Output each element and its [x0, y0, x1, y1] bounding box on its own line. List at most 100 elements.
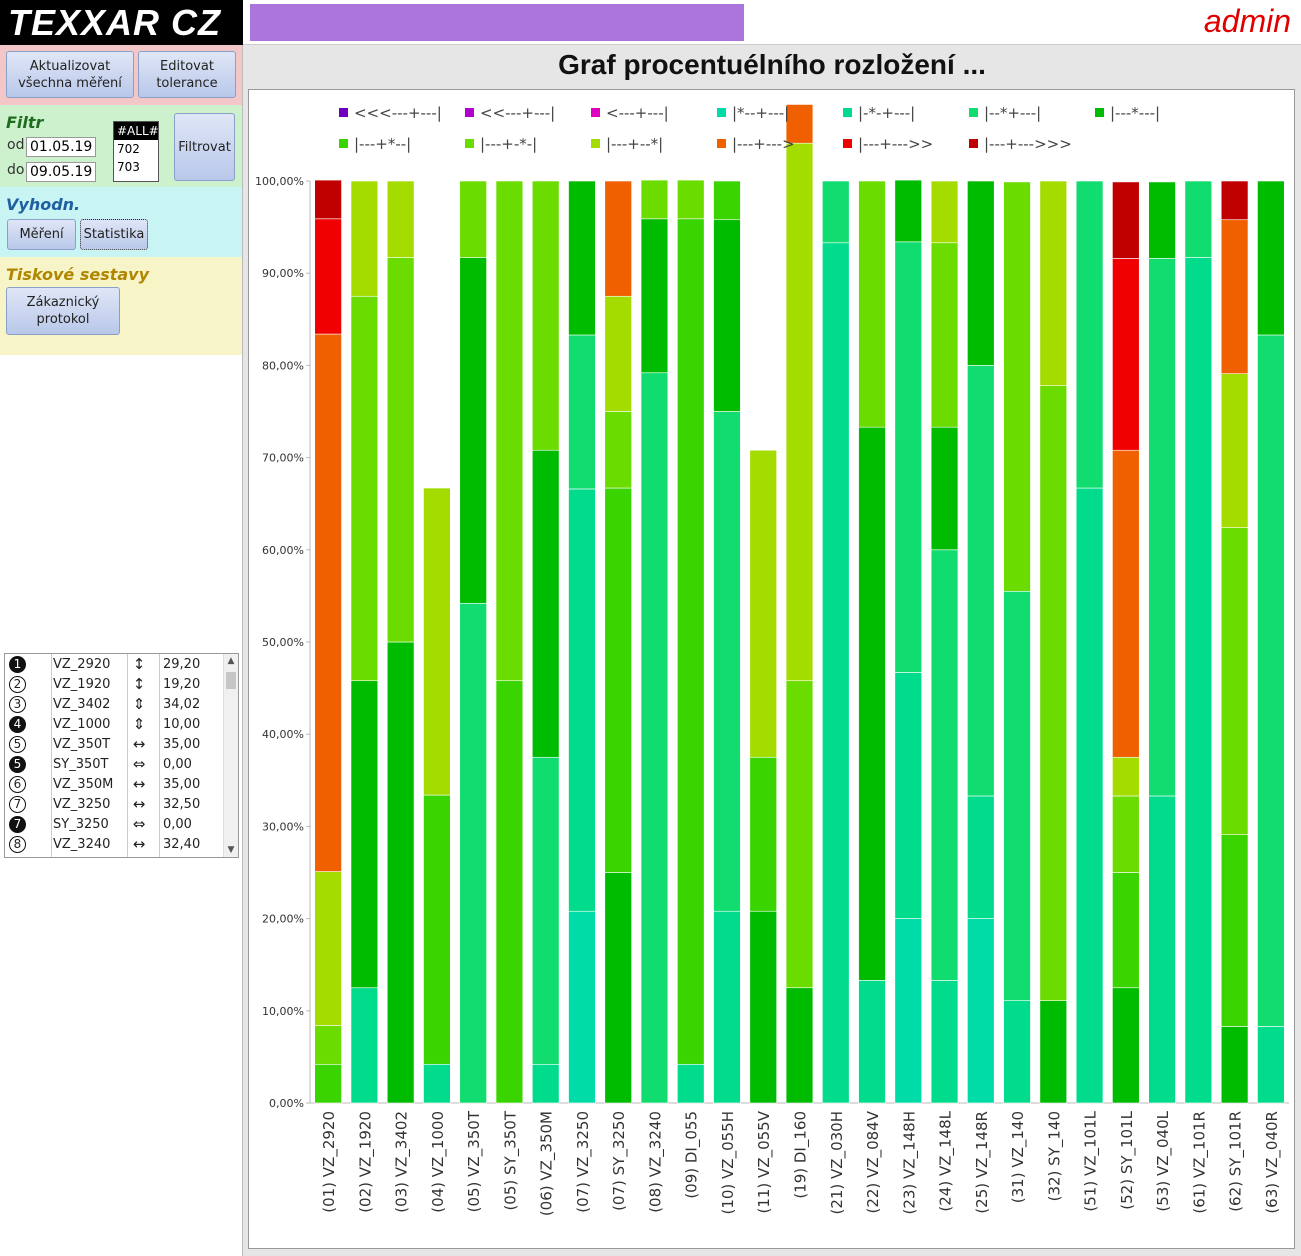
list-scrollbar[interactable]: ▲ ▼: [223, 654, 238, 857]
x-tick-label: (23) VZ_148H: [900, 1111, 919, 1215]
bar-segment: [930, 980, 959, 1104]
direction-arrow-icon: ↔: [132, 775, 146, 793]
bar-segment: [858, 980, 886, 1104]
legend-label: |---*---|: [1110, 104, 1160, 122]
bar-segment: [1112, 795, 1140, 873]
scroll-down-icon[interactable]: ▼: [227, 845, 235, 855]
x-tick-label: (04) VZ_1000: [429, 1111, 448, 1213]
order-listbox[interactable]: #ALL# 702 703: [113, 121, 159, 182]
legend-swatch: [843, 108, 852, 117]
x-tick-label: (31) VZ_140: [1009, 1111, 1028, 1203]
x-tick-label: (52) SY_101L: [1118, 1110, 1137, 1209]
bar-segment: [604, 180, 632, 297]
to-label: do: [7, 162, 25, 178]
order-item[interactable]: 702: [117, 142, 140, 156]
direction-arrow-icon: ↕: [132, 675, 146, 693]
measure-list[interactable]: 1 VZ_2920 ↕ 29,20 2 VZ_1920 ↕ 19,20 3 VZ_3402 ⇕ 34,…: [4, 653, 239, 858]
bar-segment: [1148, 181, 1176, 259]
list-item[interactable]: 4 VZ_1000 ⇕ 10,00: [5, 715, 227, 735]
list-item[interactable]: 5 SY_350T ⇔ 0,00: [5, 755, 227, 775]
direction-arrow-icon: ⇕: [132, 695, 146, 713]
list-item-value: 35,00: [163, 777, 201, 792]
legend-swatch: [969, 108, 978, 117]
evaluation-section: Vyhodn. Měření Statistika: [0, 187, 242, 257]
list-item[interactable]: 7 VZ_3250 ↔ 32,50: [5, 795, 227, 815]
bar-segment: [568, 910, 596, 1104]
direction-arrow-icon: ↕: [132, 655, 146, 673]
bar-segment: [459, 257, 487, 604]
to-date-field[interactable]: 09.05.19: [26, 162, 96, 182]
bar-segment: [822, 242, 850, 1104]
list-item[interactable]: 3 VZ_3402 ⇕ 34,02: [5, 695, 227, 715]
legend-label: |-*-+---|: [858, 104, 915, 122]
x-tick-label: (51) VZ_101L: [1082, 1110, 1101, 1211]
stacked-bar-chart: 0,00% 10,00% 20,00% 30,00% 40,00% 50,00% 60,00…: [255, 104, 1289, 1216]
list-item[interactable]: 2 VZ_1920 ↕ 19,20: [5, 675, 227, 695]
x-tick-label: (53) VZ_040L: [1154, 1110, 1173, 1211]
bar-segment: [858, 180, 886, 428]
legend-swatch: [717, 139, 726, 148]
legend-swatch: [591, 139, 600, 148]
list-item[interactable]: 1 VZ_2920 ↕ 29,20: [5, 655, 227, 675]
list-item-value: 29,20: [163, 657, 201, 672]
statistics-button[interactable]: Statistika: [80, 219, 148, 250]
x-tick-label: (24) VZ_148L: [937, 1110, 956, 1211]
y-tick-label: 30,00%: [262, 820, 304, 833]
list-item[interactable]: 7 SY_3250 ⇔ 0,00: [5, 815, 227, 835]
edit-tolerance-button[interactable]: Editovat tolerance: [138, 51, 236, 98]
scroll-up-icon[interactable]: ▲: [227, 656, 235, 666]
bar-segment: [495, 180, 524, 682]
bar-segment: [1112, 987, 1140, 1104]
bar-segment: [1112, 872, 1140, 989]
list-item[interactable]: 8 VZ_3240 ↔ 32,40: [5, 835, 227, 855]
bar-segment: [930, 242, 959, 428]
list-item[interactable]: 6 VZ_350M ↔ 35,00: [5, 775, 227, 795]
legend-swatch: [591, 108, 600, 117]
list-item-number: 4: [9, 716, 26, 733]
list-item-name: SY_3250: [53, 817, 109, 832]
legend-label: |--*+---|: [984, 104, 1041, 122]
list-item-number: 1: [9, 656, 26, 673]
y-tick-label: 70,00%: [262, 452, 304, 465]
direction-arrow-icon: ⇔: [132, 755, 146, 773]
refresh-all-button[interactable]: Aktualizovat všechna měření: [6, 51, 134, 98]
app-logo: TEXXAR CZ: [0, 0, 243, 45]
bar-segment: [1148, 795, 1176, 1104]
legend-swatch: [717, 108, 726, 117]
x-tick-label: (25) VZ_148R: [973, 1111, 992, 1214]
order-item[interactable]: #ALL#: [114, 122, 159, 140]
list-item-value: 35,00: [163, 737, 201, 752]
x-tick-label: (06) VZ_350M: [538, 1111, 557, 1216]
order-item[interactable]: 703: [117, 160, 140, 174]
bar-segment: [1257, 180, 1285, 336]
legend-label: <---+---|: [606, 104, 669, 122]
x-tick-label: (22) VZ_084V: [864, 1110, 883, 1213]
x-tick-label: (05) SY_350T: [501, 1110, 520, 1210]
x-tick-label: (21) VZ_030H: [828, 1111, 847, 1215]
bar-segment: [459, 180, 487, 258]
list-item[interactable]: 5 VZ_350T ↔ 35,00: [5, 735, 227, 755]
x-tick-label: (61) VZ_101R: [1190, 1111, 1209, 1214]
bar-segment: [604, 411, 632, 489]
measurement-button[interactable]: Měření: [7, 219, 76, 250]
filter-button[interactable]: Filtrovat: [174, 113, 235, 181]
bar-segment: [350, 295, 379, 682]
list-item-value: 34,02: [163, 697, 201, 712]
direction-arrow-icon: ↔: [132, 835, 146, 853]
bar-segment: [1112, 258, 1140, 451]
x-tick-label: (01) VZ_2920: [320, 1111, 339, 1213]
bar-segment: [640, 218, 669, 374]
bar-segment: [1112, 449, 1140, 758]
chart-frame: 0,00% 10,00% 20,00% 30,00% 40,00% 50,00% 60,00…: [248, 89, 1295, 1249]
customer-protocol-button[interactable]: Zákaznický protokol: [6, 287, 120, 335]
y-tick-label: 50,00%: [262, 636, 304, 649]
bar-segment: [640, 372, 669, 1104]
print-section: Tiskové sestavy Zákaznický protokol: [0, 257, 242, 355]
list-item-number: 7: [9, 796, 26, 813]
progress-bar: [250, 4, 744, 41]
scroll-thumb[interactable]: [226, 672, 236, 689]
list-item-name: VZ_3240: [53, 837, 111, 852]
from-date-field[interactable]: 01.05.19: [26, 137, 96, 157]
bar-segment: [531, 180, 560, 451]
bar-segment: [495, 680, 524, 1104]
